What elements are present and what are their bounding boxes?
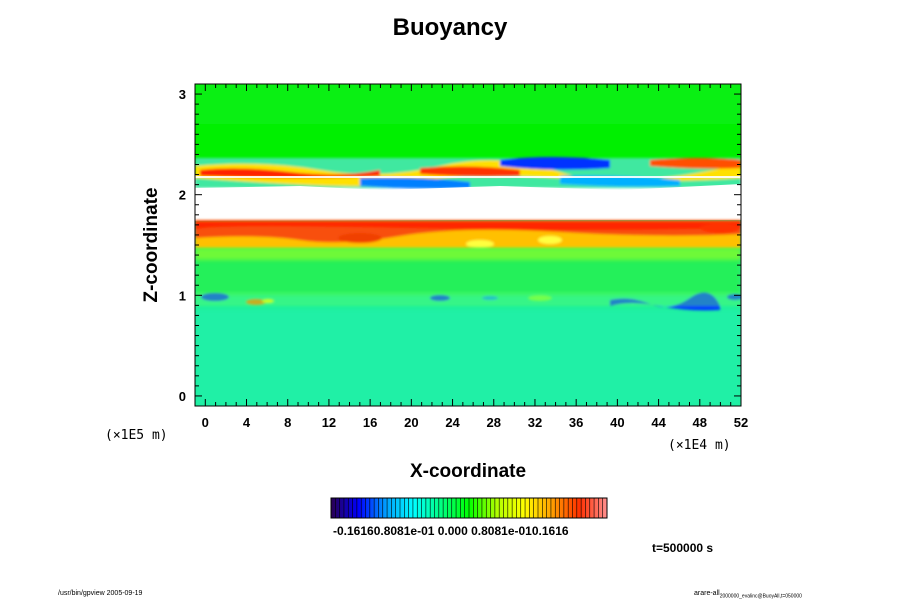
colorbar-label: -0.16160.8081e-01 0.000 0.8081e-010.1616 (333, 524, 569, 538)
y-axis-title: Z-coordinate (141, 187, 162, 302)
y-tick-label: 3 (179, 87, 186, 102)
warm-band (195, 220, 741, 248)
x-tick-label: 20 (404, 415, 418, 430)
x-tick-label: 12 (322, 415, 336, 430)
x-tick-label: 36 (569, 415, 583, 430)
x-tick-label: 28 (487, 415, 501, 430)
x-tick-label: 44 (651, 415, 666, 430)
upper-mixing-band (195, 157, 741, 189)
y-tick-label: 0 (179, 389, 186, 404)
y-tick-label: 1 (179, 288, 186, 303)
x-tick-label: 8 (284, 415, 291, 430)
blank-band (195, 184, 741, 221)
chart-title: Buoyancy (392, 14, 508, 41)
x-tick-label: 32 (528, 415, 542, 430)
y-unit-label: (×1E5 m) (105, 428, 168, 443)
x-axis-title: X-coordinate (410, 461, 526, 482)
x-tick-label: 4 (243, 415, 251, 430)
x-tick-label: 40 (610, 415, 624, 430)
heatmap-field (195, 84, 741, 406)
y-axis: 0 1 2 3 (179, 83, 741, 407)
x-tick-label: 24 (445, 415, 460, 430)
time-label: t=500000 s (652, 541, 714, 555)
x-tick-label: 48 (693, 415, 707, 430)
footer-left: /usr/bin/gpview 2005-09-19 (58, 590, 143, 597)
footer-right: arare-all2000000_evalinc@BuoyAll,t=05000… (694, 590, 802, 599)
colorbar-divisions (335, 498, 603, 518)
footer-right-main: arare-all (694, 590, 720, 597)
x-tick-label: 52 (734, 415, 748, 430)
x-tick-label: 0 (202, 415, 209, 430)
mid-level-band (195, 292, 741, 311)
x-tick-label: 16 (363, 415, 377, 430)
y-tick-label: 2 (179, 188, 186, 203)
x-axis: 0 4 8 12 16 20 24 28 32 36 40 44 48 52 (194, 84, 748, 430)
x-unit-label: (×1E4 m) (668, 438, 731, 453)
footer-right-sub: 2000000_evalinc@BuoyAll,t=050000 (719, 593, 802, 600)
